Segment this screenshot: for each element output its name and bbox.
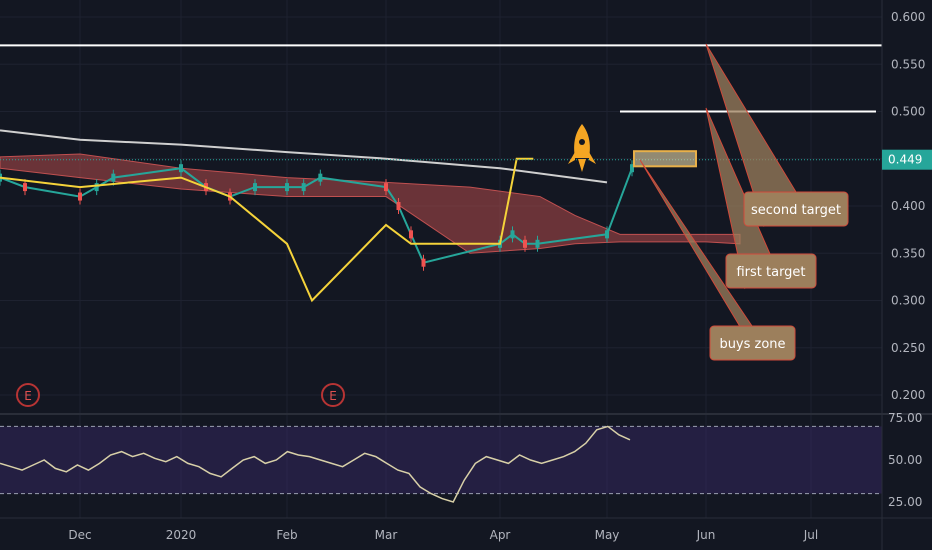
candle-body [23,183,27,192]
price-tick-label: 0.200 [891,388,925,402]
candle-body [111,173,116,182]
time-tick-label: Apr [490,528,511,542]
candle-body [384,183,388,192]
time-tick-label: Jun [696,528,716,542]
oscillator-line-line [0,157,534,303]
rocket-fin-right [589,152,596,164]
first-target-callout-text: first target [736,265,805,280]
rsi-tick-label: 25.00 [888,495,922,509]
price-line [0,167,633,264]
price-tick-label: 0.600 [891,10,925,24]
price-tick-label: 0.350 [891,246,925,260]
earnings-marker-label: E [329,389,337,403]
candle-body [421,258,426,267]
candle-body [318,173,323,182]
price-tick-label: 0.550 [891,57,925,71]
rocket-icon [568,124,596,172]
candle-body [510,230,515,239]
moving-average-line [0,129,608,184]
rsi-panel [0,425,882,503]
price-tick-label: 0.500 [891,105,925,119]
candle-body [94,183,99,192]
time-tick-label: Feb [276,528,297,542]
second-target-callout-text: second target [751,203,841,218]
candle-body [523,239,527,248]
last-price-label: 0.449 [888,153,922,167]
candle-body [285,183,289,192]
candle-body [605,230,609,239]
rocket-fin-left [568,152,575,164]
candle-body [396,202,401,210]
time-tick-label: Jul [803,528,818,542]
rsi-tick-label: 75.00 [888,411,922,425]
time-tick-label: May [595,528,620,542]
earnings-marker [16,383,40,407]
rsi-band [0,426,882,494]
level-lines [0,44,882,161]
earnings-marker [321,383,345,407]
candle-body [535,239,540,248]
candle-body [253,183,257,192]
first-target-callout-box [725,253,817,289]
candle-body [179,164,183,173]
price-tick-label: 0.400 [891,199,925,213]
annotations: buys zone first target second target E E [16,43,849,407]
rocket-flame [578,159,586,172]
last-price-box [882,149,932,170]
time-tick-label: 2020 [166,528,197,542]
price-tick-label: 0.250 [891,341,925,355]
candle-body [301,183,306,192]
rsi-line [0,425,631,503]
time-tick-label: Dec [68,528,91,542]
earnings-marker-label: E [24,389,32,403]
rsi-tick-label: 50.00 [888,453,922,467]
price-series [0,129,634,303]
buys-zone-box [633,150,697,168]
candle-body [409,230,413,239]
second-target-callout-box [743,191,849,227]
candle-body [630,164,634,173]
buys-zone-callout-text: buys zone [719,337,785,352]
rocket-window [579,139,585,145]
time-tick-label: Mar [375,528,398,542]
grid-lines [0,0,882,518]
price-tick-label: 0.300 [891,294,925,308]
candle-body [78,192,82,201]
buys-zone-callout-box [709,325,796,361]
